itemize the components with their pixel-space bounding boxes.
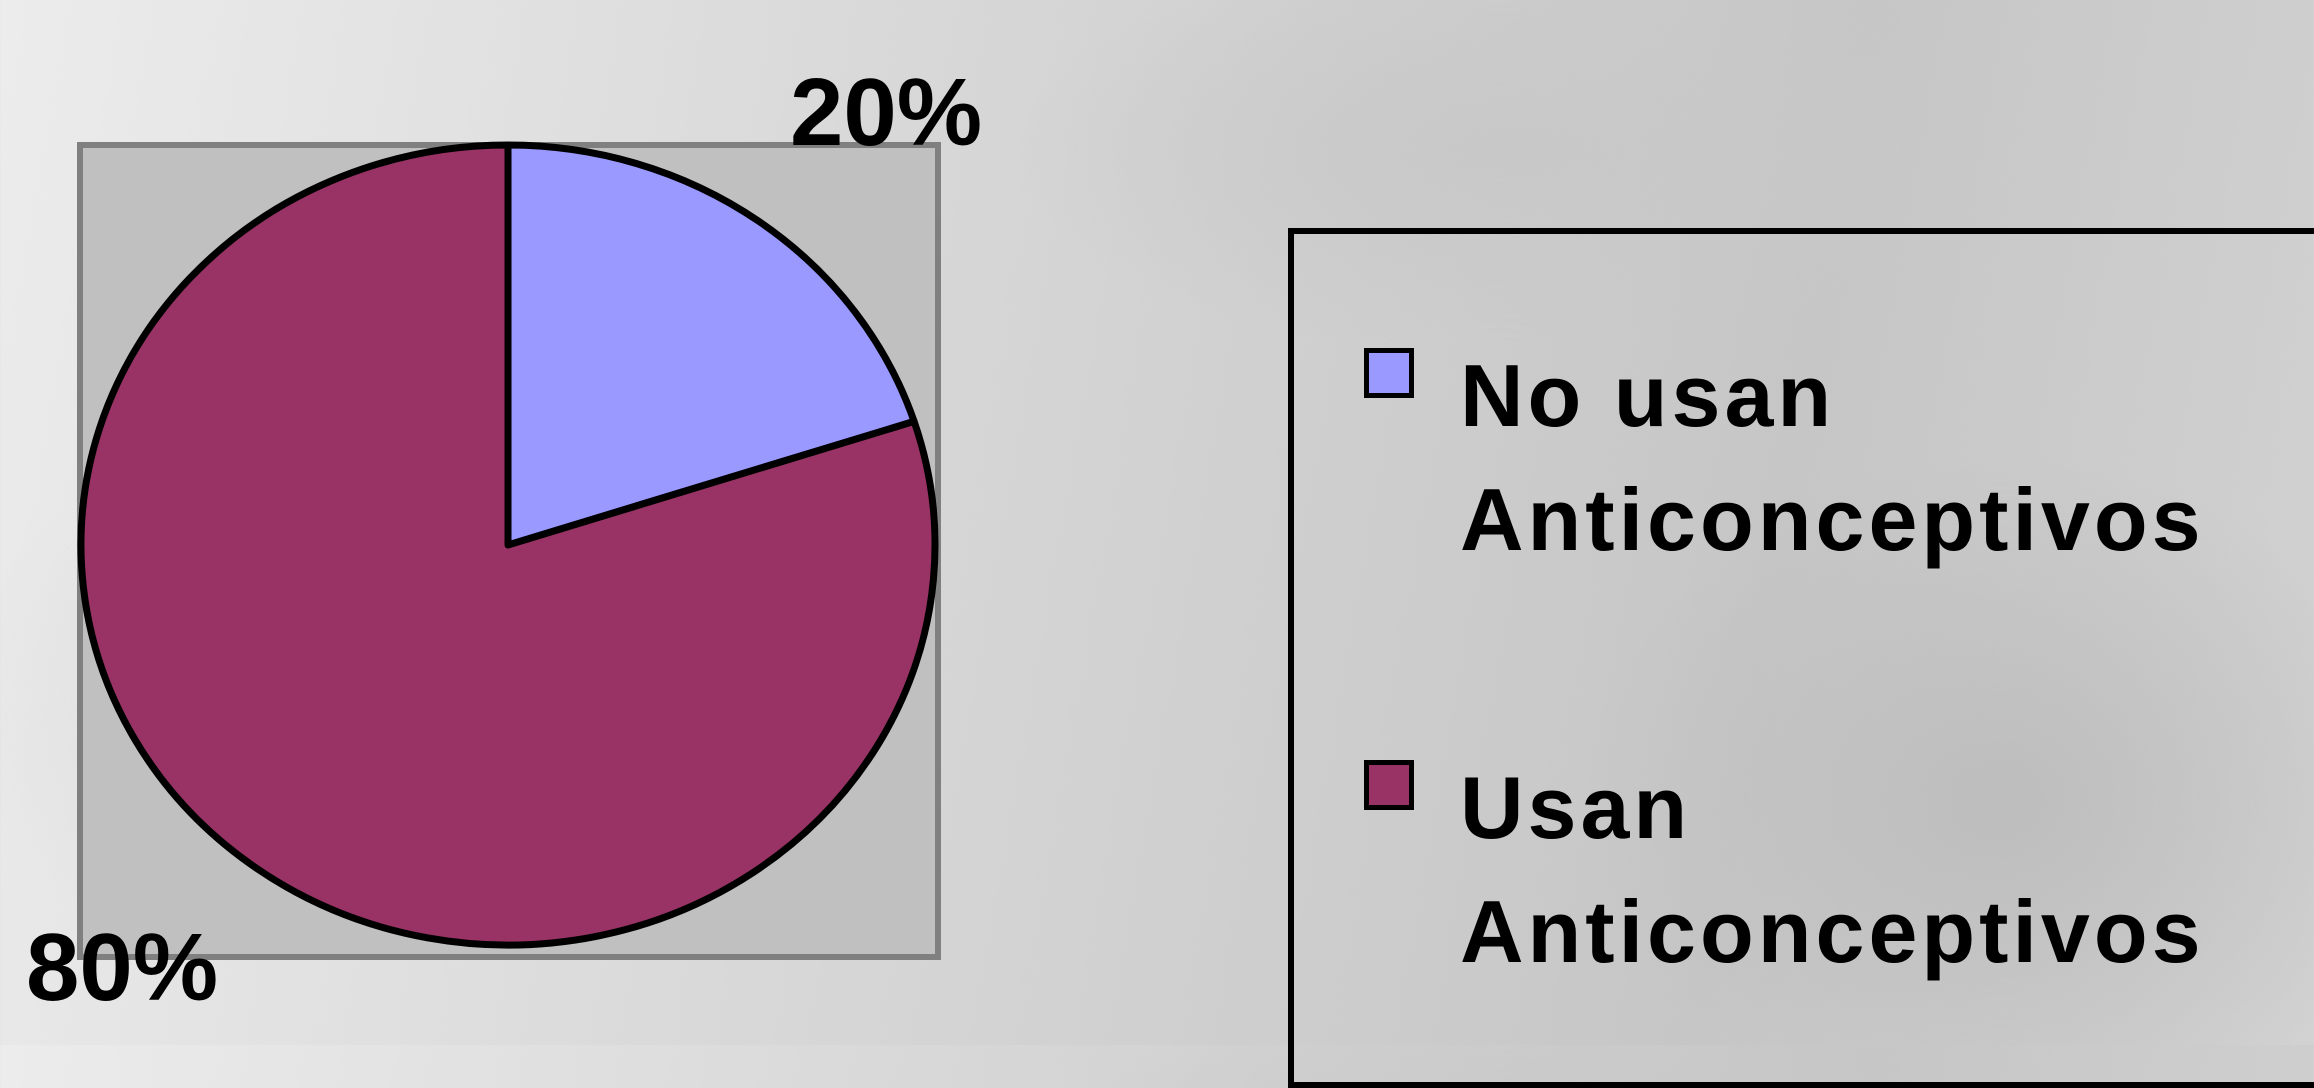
legend: No usan Anticonceptivos Usan Anticoncept… <box>1288 228 2314 1088</box>
legend-swatch-icon <box>1364 760 1414 810</box>
slice-value-label-1: 20% <box>790 59 982 166</box>
pie-slice-1 <box>504 141 918 549</box>
legend-label: Usan Anticonceptivos <box>1460 758 2205 981</box>
slice-value-label-2: 80% <box>26 914 218 1021</box>
pie-chart: 20% 80% <box>26 59 982 1021</box>
pie-slice-2 <box>77 141 939 949</box>
legend-swatch-icon <box>1364 348 1414 398</box>
legend-label: No usan Anticonceptivos <box>1460 346 2205 569</box>
